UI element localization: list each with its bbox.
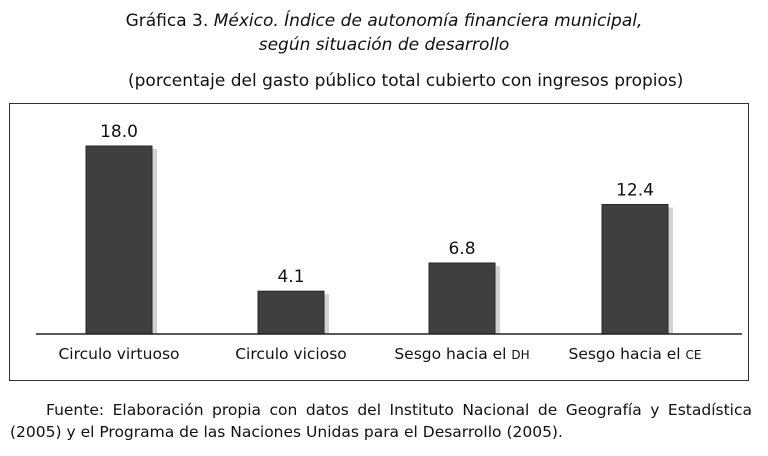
category-label: Circulo virtuoso [58, 345, 179, 363]
chart-subtitle: (porcentaje del gasto público total cubi… [128, 71, 684, 91]
value-label: 18.0 [100, 122, 138, 142]
chart-title: México. Índice de autonomía financiera m… [213, 11, 643, 31]
category-label: Sesgo hacia el DH [394, 345, 529, 363]
category-label: Sesgo hacia el CE [568, 345, 701, 363]
chart-title-line2: según situación de desarrollo [258, 35, 510, 55]
value-label: 12.4 [616, 180, 654, 200]
category-label: Circulo vicioso [235, 345, 347, 363]
chart-title-line1: Gráfica 3. México. Índice de autonomía f… [0, 10, 768, 32]
figure-number: Gráfica 3. [125, 11, 209, 31]
source-note: Fuente: Elaboración propia con datos del… [10, 399, 752, 443]
bar [428, 262, 496, 335]
value-label: 6.8 [448, 239, 475, 259]
bar [257, 290, 325, 335]
bar [601, 203, 669, 335]
value-label: 4.1 [277, 267, 304, 287]
chart-frame [9, 103, 749, 381]
bar [85, 145, 153, 335]
source-text: Fuente: Elaboración propia con datos del… [10, 401, 752, 441]
